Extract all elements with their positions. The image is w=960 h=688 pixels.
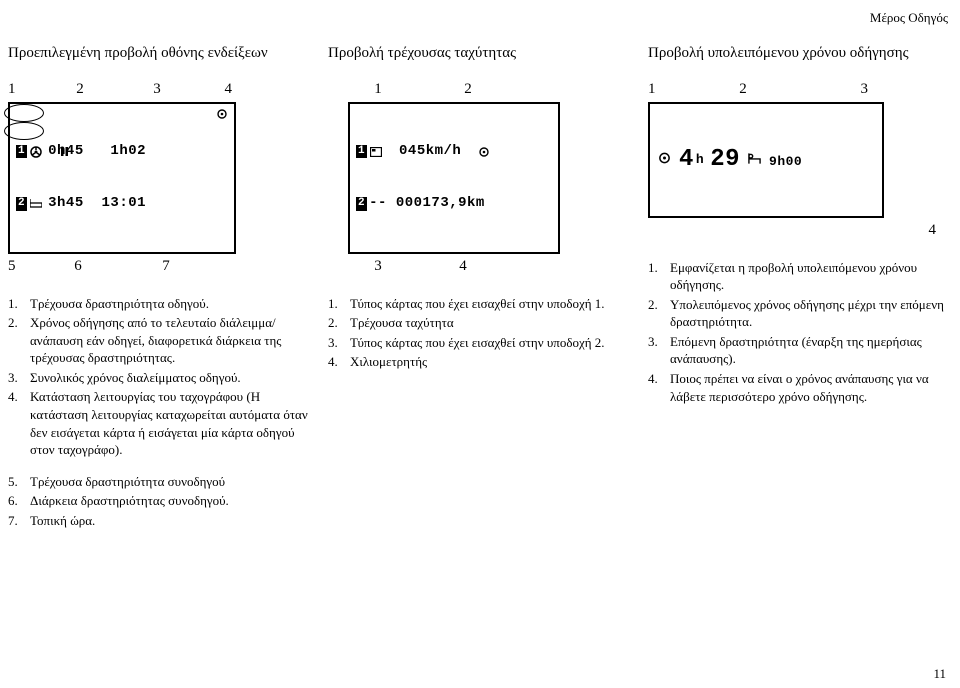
- callout-2: 2: [688, 81, 798, 98]
- legend-item: Κατάσταση λειτουργίας του ταχογράφου (Η …: [30, 388, 308, 458]
- legend-item: Διάρκεια δραστηριότητας συνοδηγού.: [30, 492, 229, 510]
- legend-item: Ποιος πρέπει να είναι ο χρόνος ανάπαυσης…: [670, 370, 948, 405]
- lcd-h: h: [696, 152, 704, 168]
- card-icon: [369, 145, 382, 158]
- callout-6: 6: [32, 258, 124, 275]
- steering-icon: [29, 145, 42, 158]
- legend-item: Τύπος κάρτας που έχει εισαχθεί στην υποδ…: [350, 295, 605, 313]
- callout-2: 2: [44, 81, 116, 98]
- legend-item: Επόμενη δραστηριότητα (έναρξη της ημερήσ…: [670, 333, 948, 368]
- lcd-big-4: 4: [679, 145, 694, 175]
- callout-2: 2: [408, 81, 528, 98]
- callout-4: 4: [408, 258, 518, 275]
- bed-icon: [29, 198, 42, 211]
- callout-7: 7: [124, 258, 208, 275]
- col2-lcd: 1 045km/h 2 -- 000173,9km: [348, 102, 560, 254]
- lcd-line2: -- 000173,9km: [369, 195, 485, 213]
- callout-5: 5: [8, 258, 32, 275]
- col1-legend-2: 5.Τρέχουσα δραστηριότητα συνοδηγού 6.Διά…: [8, 473, 308, 530]
- target-icon: [658, 151, 671, 164]
- col3-lcd: 4 h 29 9h00: [648, 102, 884, 218]
- target-icon: [215, 108, 228, 121]
- legend-item: Τοπική ώρα.: [30, 512, 95, 530]
- lcd-line1: 045km/h: [390, 143, 461, 161]
- col3-title: Προβολή υπολειπόμενου χρόνου οδήγησης: [648, 44, 948, 63]
- col1-legend: 1.Τρέχουσα δραστηριότητα οδηγού. 2.Χρόνο…: [8, 295, 308, 459]
- callout-1: 1: [648, 81, 688, 98]
- callout-1: 1: [348, 81, 408, 98]
- callout-1: 1: [8, 81, 44, 98]
- legend-item: Τρέχουσα δραστηριότητα οδηγού.: [30, 295, 209, 313]
- col2-diagram: 1 2 1 045km/h 2 -- 000173,9km: [348, 81, 628, 275]
- legend-item: Χιλιομετρητής: [350, 353, 427, 371]
- legend-item: Τύπος κάρτας που έχει εισαχθεί στην υποδ…: [350, 334, 605, 352]
- section-header: Μέρος Οδηγός: [8, 10, 948, 26]
- lcd-9h00: 9h00: [769, 154, 802, 170]
- callout-4: 4: [198, 81, 232, 98]
- callout-3: 3: [348, 258, 408, 275]
- col3-diagram: 1 2 3 4 h 29 9h00: [648, 81, 948, 239]
- col1-diagram: 1 2 3 4 1 0h45 1h02: [8, 81, 308, 275]
- legend-item: Τρέχουσα ταχύτητα: [350, 314, 454, 332]
- col1-title: Προεπιλεγμένη προβολή οθόνης ενδείξεων: [8, 44, 308, 63]
- col2-title: Προβολή τρέχουσας ταχύτητας: [328, 44, 628, 63]
- bed-icon: [748, 152, 761, 165]
- col-speed-display: Προβολή τρέχουσας ταχύτητας 1 2 1 045km/…: [328, 44, 628, 531]
- callout-3: 3: [798, 81, 878, 98]
- col2-legend: 1.Τύπος κάρτας που έχει εισαχθεί στην υπ…: [328, 295, 628, 371]
- lcd-line2: 3h45 13:01: [48, 195, 146, 213]
- callout-4: 4: [888, 222, 948, 239]
- lcd-big-29: 29: [710, 145, 740, 175]
- target-icon: [477, 145, 490, 158]
- col-remaining-time: Προβολή υπολειπόμενου χρόνου οδήγησης 1 …: [648, 44, 948, 531]
- page-number: 11: [933, 666, 946, 682]
- columns: Προεπιλεγμένη προβολή οθόνης ενδείξεων 1…: [8, 44, 948, 531]
- col3-legend: 1.Εμφανίζεται η προβολή υπολειπόμενου χρ…: [648, 259, 948, 405]
- col1-lcd: 1 0h45 1h02 2: [8, 102, 236, 254]
- legend-item: Υπολειπόμενος χρόνος οδήγησης μέχρι την …: [670, 296, 948, 331]
- callout-3: 3: [116, 81, 198, 98]
- legend-item: Τρέχουσα δραστηριότητα συνοδηγού: [30, 473, 225, 491]
- legend-item: Χρόνος οδήγησης από το τελευταίο διάλειμ…: [30, 314, 308, 367]
- legend-item: Συνολικός χρόνος διαλείμματος οδηγού.: [30, 369, 241, 387]
- legend-item: Εμφανίζεται η προβολή υπολειπόμενου χρόν…: [670, 259, 948, 294]
- pause-icon: [58, 145, 71, 158]
- col-default-display: Προεπιλεγμένη προβολή οθόνης ενδείξεων 1…: [8, 44, 308, 531]
